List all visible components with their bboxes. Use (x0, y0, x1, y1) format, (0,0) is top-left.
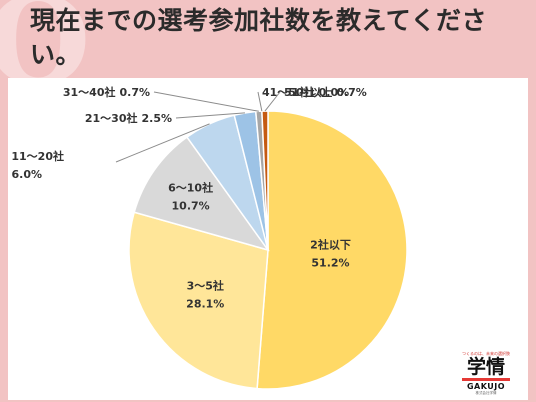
logo-name: GAKUJO (466, 382, 506, 391)
leader-line-51-or-more (264, 91, 281, 112)
slice-label-2-or-fewer: 2社以下 (310, 237, 351, 251)
slice-label-6-10: 6〜10社 (168, 181, 213, 195)
question-title: 現在までの選考参加社数を教えてください。 (30, 6, 488, 69)
pie-slice-3-5 (128, 211, 269, 390)
slice-value-2-or-fewer: 51.2% (311, 256, 349, 269)
logo-tagline: つくるのは、未来の選択肢 (462, 351, 510, 356)
logo-bar (462, 378, 510, 381)
logo-mark: 学情 (466, 356, 505, 378)
pie-slice-2-or-fewer (256, 110, 408, 390)
pie-chart: 2社以下 51.2% 3〜5社 28.1% 6〜10社 10.7% 11〜20社 6.0% 21… (11, 85, 408, 390)
slice-label-41-50: 41〜50社 0.0% (262, 85, 349, 99)
pie-slice-6-10 (133, 136, 270, 252)
slice-label-11-20: 11〜20社 (11, 149, 64, 163)
leader-line-11-20 (115, 123, 210, 163)
slice-value-11-20: 6.0% (11, 168, 42, 181)
leader-line-31-40 (153, 91, 259, 112)
slice-label-51-or-more: 51社以上 0.7% (284, 85, 367, 99)
pie-slice-51-or-more (261, 110, 269, 251)
slice-value-3-5: 28.1% (186, 298, 224, 311)
leader-line-21-30 (175, 112, 245, 119)
slice-label-3-5: 3〜5社 (187, 279, 224, 293)
slice-value-6-10: 10.7% (172, 200, 210, 213)
slice-label-21-30: 21〜30社 2.5% (85, 111, 172, 125)
chart-panel: 2社以下 51.2% 3〜5社 28.1% 6〜10社 10.7% 11〜20社 6.0% 21… (8, 78, 528, 400)
leader-line-41-50 (257, 91, 263, 112)
gakujo-logo: つくるのは、未来の選択肢 学情 GAKUJO 株式会社学情 (458, 351, 514, 396)
slice-label-31-40: 31〜40社 0.7% (63, 85, 150, 99)
logo-subtext: 株式会社学情 (475, 391, 497, 395)
